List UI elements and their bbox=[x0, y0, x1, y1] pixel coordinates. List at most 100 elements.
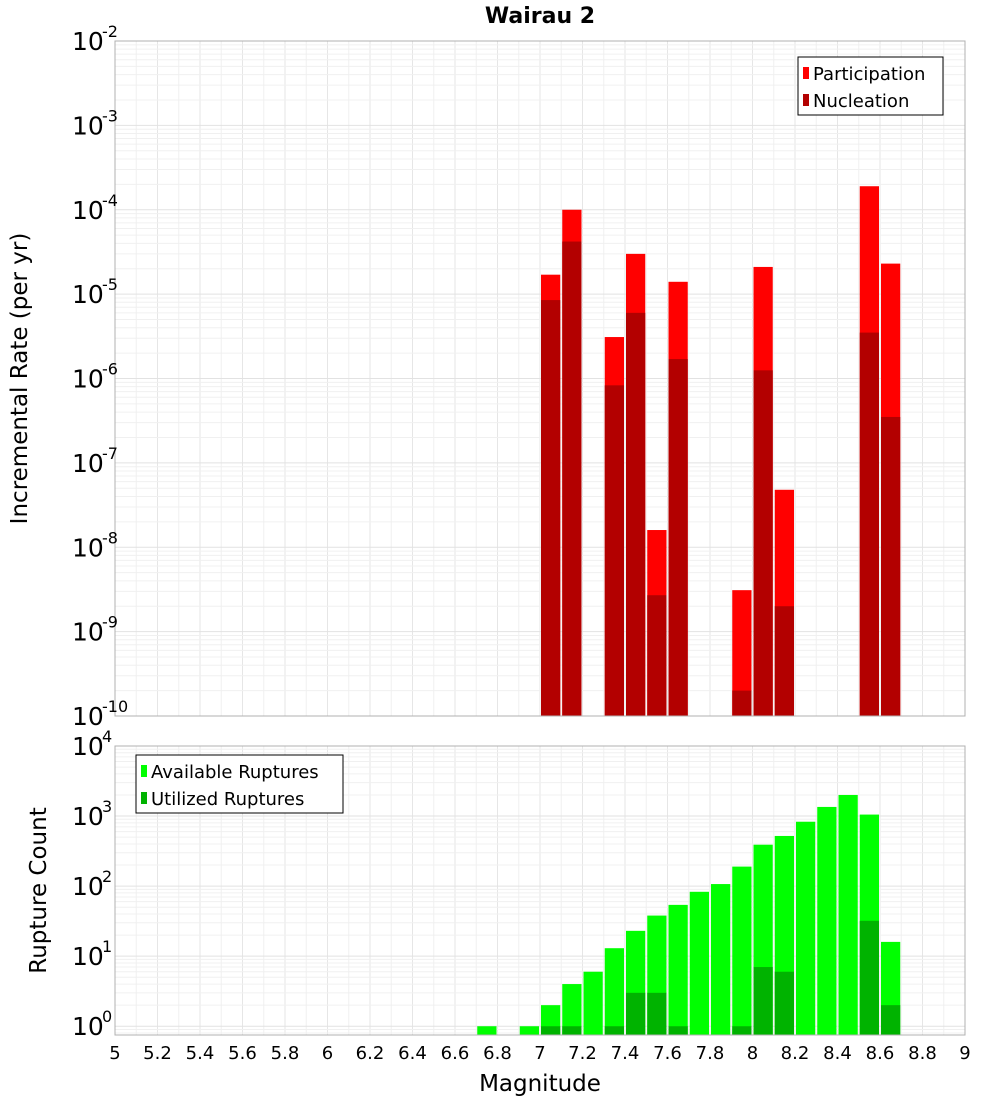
x-tick-label: 5.6 bbox=[228, 1043, 257, 1064]
top-y-tick-label-exponent: -9 bbox=[102, 613, 118, 632]
top-bar bbox=[859, 332, 879, 716]
bottom-series-utilized-ruptures bbox=[541, 920, 901, 1035]
bottom-y-tick-label: 10 bbox=[72, 872, 104, 901]
x-tick-label: 7.2 bbox=[568, 1043, 597, 1064]
bottom-bar bbox=[774, 971, 794, 1035]
top-y-tick-label-exponent: -8 bbox=[102, 528, 118, 547]
top-frame bbox=[114, 40, 966, 717]
top-legend-swatch bbox=[803, 67, 809, 79]
x-tick-label: 8.2 bbox=[781, 1043, 810, 1064]
bottom-bar bbox=[583, 971, 603, 1035]
top-y-tick-label: 10 bbox=[72, 533, 104, 562]
top-y-tick-label: 10 bbox=[72, 111, 104, 140]
top-bar bbox=[562, 241, 582, 717]
bottom-y-tick-label-exponent: 3 bbox=[102, 797, 112, 816]
top-y-tick-label-exponent: -7 bbox=[102, 444, 118, 463]
x-tick-label: 8.4 bbox=[823, 1043, 852, 1064]
bottom-y-axis-title: Rupture Count bbox=[26, 807, 52, 973]
bottom-bar bbox=[477, 1026, 497, 1035]
x-tick-label: 7.8 bbox=[696, 1043, 725, 1064]
bottom-y-tick-label-exponent: 0 bbox=[102, 1007, 112, 1026]
bottom-bar bbox=[541, 1026, 561, 1035]
x-tick-label: 8.6 bbox=[866, 1043, 895, 1064]
top-bar bbox=[541, 300, 561, 716]
top-bar bbox=[753, 370, 773, 716]
top-legend-box bbox=[797, 56, 944, 116]
bottom-bar bbox=[753, 967, 773, 1035]
bottom-bar bbox=[604, 1026, 624, 1035]
top-y-tick-label: 10 bbox=[72, 365, 104, 394]
bottom-bar bbox=[519, 1026, 539, 1035]
x-tick-label: 5 bbox=[109, 1043, 120, 1064]
bottom-bar bbox=[668, 904, 688, 1035]
top-y-tick-label-exponent: -4 bbox=[102, 191, 118, 210]
top-y-tick-label: 10 bbox=[72, 196, 104, 225]
bottom-y-tick-label: 10 bbox=[72, 732, 104, 761]
top-bar bbox=[668, 359, 688, 716]
top-y-tick-label-exponent: -10 bbox=[102, 697, 128, 716]
top-bar bbox=[604, 385, 624, 716]
bottom-bar bbox=[838, 794, 858, 1035]
bottom-y-tick-label-exponent: 2 bbox=[102, 867, 112, 886]
bottom-bar bbox=[626, 992, 646, 1035]
bottom-bar bbox=[796, 821, 816, 1035]
x-tick-label: 9 bbox=[959, 1043, 970, 1064]
bottom-y-tick-label-exponent: 4 bbox=[102, 727, 112, 746]
top-y-tick-label-exponent: -5 bbox=[102, 275, 118, 294]
x-tick-label: 6.4 bbox=[398, 1043, 427, 1064]
top-y-tick-label: 10 bbox=[72, 27, 104, 56]
bottom-y-tick-label: 10 bbox=[72, 1012, 104, 1041]
top-bar bbox=[774, 606, 794, 716]
top-grid bbox=[114, 41, 966, 717]
bottom-bar bbox=[711, 884, 731, 1035]
top-legend: Participation Nucleation bbox=[797, 56, 944, 116]
bottom-bar bbox=[604, 948, 624, 1035]
bottom-bar bbox=[732, 866, 752, 1035]
top-y-tick-label: 10 bbox=[72, 702, 104, 731]
bottom-bar bbox=[732, 1026, 752, 1035]
x-tick-label: 8.8 bbox=[908, 1043, 937, 1064]
top-bar bbox=[647, 595, 667, 716]
top-legend-label: Nucleation bbox=[813, 91, 909, 112]
top-y-tick-label-exponent: -2 bbox=[102, 22, 118, 41]
x-tick-label: 5.4 bbox=[186, 1043, 215, 1064]
bottom-bar bbox=[881, 1005, 901, 1035]
x-tick-label: 7.4 bbox=[611, 1043, 640, 1064]
bottom-bar bbox=[647, 992, 667, 1035]
bottom-legend-swatch bbox=[141, 765, 147, 777]
bottom-y-tick-label-exponent: 1 bbox=[102, 937, 112, 956]
top-legend-label: Participation bbox=[813, 64, 925, 85]
top-y-tick-label: 10 bbox=[72, 280, 104, 309]
top-y-tick-label: 10 bbox=[72, 618, 104, 647]
x-tick-label: 6.6 bbox=[441, 1043, 470, 1064]
chart-title: Wairau 2 bbox=[485, 4, 595, 29]
top-bar bbox=[881, 416, 901, 716]
top-y-axis-title: Incremental Rate (per yr) bbox=[7, 233, 33, 525]
top-y-tick-label-exponent: -6 bbox=[102, 360, 118, 379]
bottom-bar bbox=[562, 984, 582, 1035]
x-tick-label: 5.8 bbox=[271, 1043, 300, 1064]
bottom-legend-label: Utilized Ruptures bbox=[151, 789, 304, 810]
bottom-legend: Available Ruptures Utilized Ruptures bbox=[135, 754, 344, 814]
top-y-tick-label-exponent: -3 bbox=[102, 106, 118, 125]
x-tick-label: 6.8 bbox=[483, 1043, 512, 1064]
x-tick-label: 6.2 bbox=[356, 1043, 385, 1064]
bottom-legend-box bbox=[135, 754, 344, 814]
bottom-bar bbox=[668, 1026, 688, 1035]
x-tick-label: 8 bbox=[747, 1043, 758, 1064]
bottom-bar bbox=[689, 891, 709, 1035]
top-bar bbox=[626, 312, 646, 716]
top-y-tick-label: 10 bbox=[72, 449, 104, 478]
x-tick-label: 6 bbox=[322, 1043, 333, 1064]
top-bar bbox=[732, 690, 752, 716]
bottom-legend-label: Available Ruptures bbox=[151, 762, 319, 783]
bottom-frame bbox=[114, 745, 966, 1036]
top-legend-swatch bbox=[803, 94, 809, 106]
x-tick-label: 5.2 bbox=[143, 1043, 172, 1064]
bottom-bar bbox=[562, 1026, 582, 1035]
x-tick-label: 7 bbox=[534, 1043, 545, 1064]
bottom-bar bbox=[859, 920, 879, 1035]
x-axis-title: Magnitude bbox=[479, 1071, 601, 1097]
top-series-nucleation bbox=[541, 241, 901, 717]
